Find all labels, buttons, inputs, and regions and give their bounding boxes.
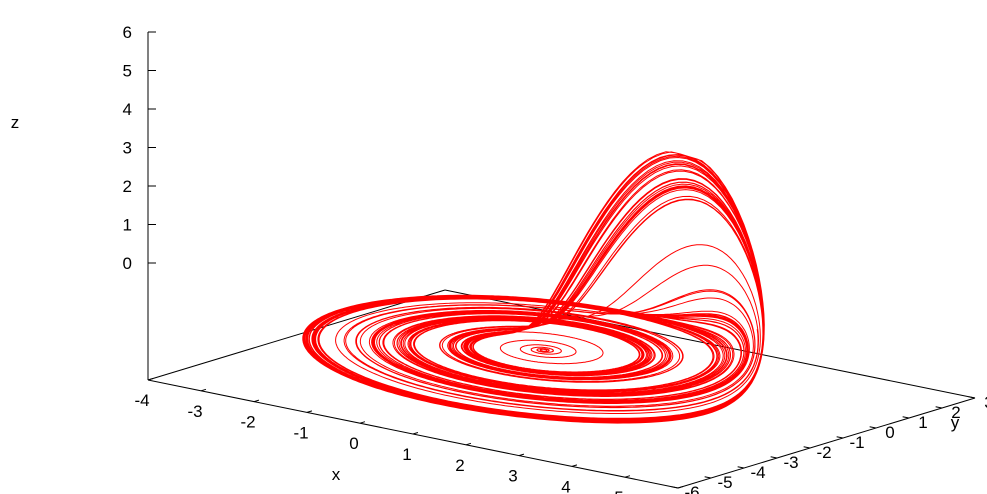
y-tick-label: -6 — [684, 483, 699, 494]
y-tick-label: -1 — [849, 433, 864, 452]
axes-box: 0 1 2 3 4 5 6 -4 -3 -2 -1 0 1 2 3 4 5 6 -6 -5 -4 -3 -2 -1 0 1 2 3 — [123, 23, 987, 494]
y-tick — [836, 436, 844, 439]
x-axis-title: x — [332, 465, 341, 484]
y-tick — [935, 406, 943, 409]
y-tick — [737, 466, 745, 469]
y-tick — [869, 426, 877, 429]
x-tick-label: 4 — [561, 477, 570, 494]
x-tick-label: 1 — [402, 445, 411, 464]
x-tick-label: 2 — [455, 456, 464, 475]
z-axis: 0 1 2 3 4 5 6 — [123, 23, 156, 380]
z-tick-label: 2 — [123, 177, 132, 196]
y-tick-label: -5 — [717, 473, 732, 492]
y-tick-label: 3 — [984, 393, 987, 412]
z-tick-label: 5 — [123, 62, 132, 81]
y-tick — [803, 446, 811, 449]
z-tick-label: 4 — [123, 100, 132, 119]
x-tick-label: 3 — [508, 467, 517, 486]
y-axis: -6 -5 -4 -3 -2 -1 0 1 2 3 — [671, 393, 987, 494]
y-tick-label: 0 — [885, 423, 894, 442]
z-tick-label: 0 — [123, 254, 132, 273]
left-edge-line — [147, 289, 446, 381]
y-tick — [770, 456, 778, 459]
z-tick-label: 6 — [123, 23, 132, 42]
z-tick-label: 3 — [123, 139, 132, 158]
y-axis-title: y — [951, 413, 960, 432]
y-axis-line — [677, 397, 976, 489]
x-tick-label: -1 — [293, 423, 308, 442]
y-tick-label: 2 — [951, 403, 960, 422]
x-tick-label: -3 — [187, 402, 202, 421]
y-tick — [902, 416, 910, 419]
x-tick-label: 5 — [614, 488, 623, 494]
x-tick-label: -2 — [240, 413, 255, 432]
y-tick-label: -4 — [750, 463, 765, 482]
y-tick — [704, 476, 712, 479]
x-axis-line — [147, 379, 679, 489]
plot-area — [302, 151, 765, 424]
x-tick-label: 0 — [349, 434, 358, 453]
y-tick-label: 1 — [918, 413, 927, 432]
y-tick-label: -3 — [783, 453, 798, 472]
x-tick-label: -4 — [134, 391, 149, 410]
series-line-attractor — [302, 151, 765, 424]
z-tick-label: 1 — [123, 216, 132, 235]
y-tick-label: -2 — [816, 443, 831, 462]
z-axis-title: z — [11, 113, 20, 132]
